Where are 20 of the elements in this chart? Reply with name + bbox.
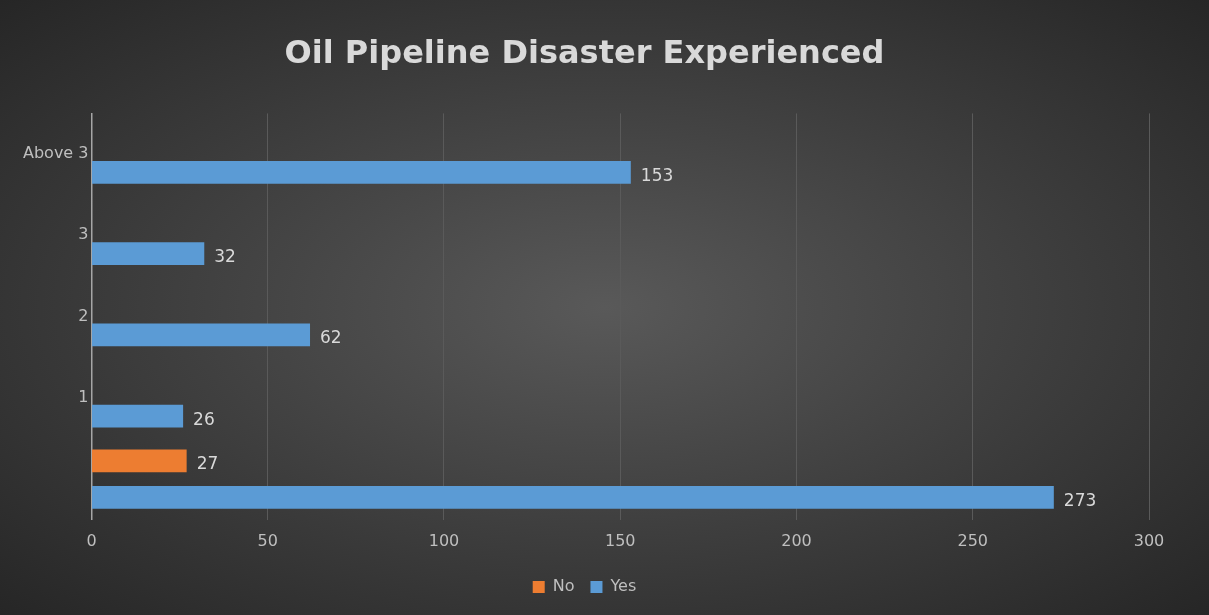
y-tick-label: Above 3 [23,143,89,163]
x-tick-label: 300 [1133,530,1165,550]
data-label: 153 [640,164,674,185]
data-label: 62 [320,327,342,348]
data-label: 26 [193,408,215,429]
x-tick-label: 100 [428,530,460,550]
data-label: 27 [196,453,219,474]
x-tick-label: 150 [604,530,636,550]
legend-label: No [552,576,575,596]
y-tick-label: 2 [78,305,89,325]
y-tick-label: 3 [78,224,89,244]
legend-label: Yes [609,576,637,596]
x-tick-label: 50 [257,530,278,550]
data-label: 32 [214,246,236,267]
x-tick-label: 0 [86,530,97,550]
y-tick-label: 1 [78,387,89,407]
x-tick-label: 250 [957,530,989,550]
chart-title: Oil Pipeline Disaster Experienced [284,32,885,71]
data-label: 273 [1063,489,1097,510]
x-tick-label: 200 [781,530,812,550]
